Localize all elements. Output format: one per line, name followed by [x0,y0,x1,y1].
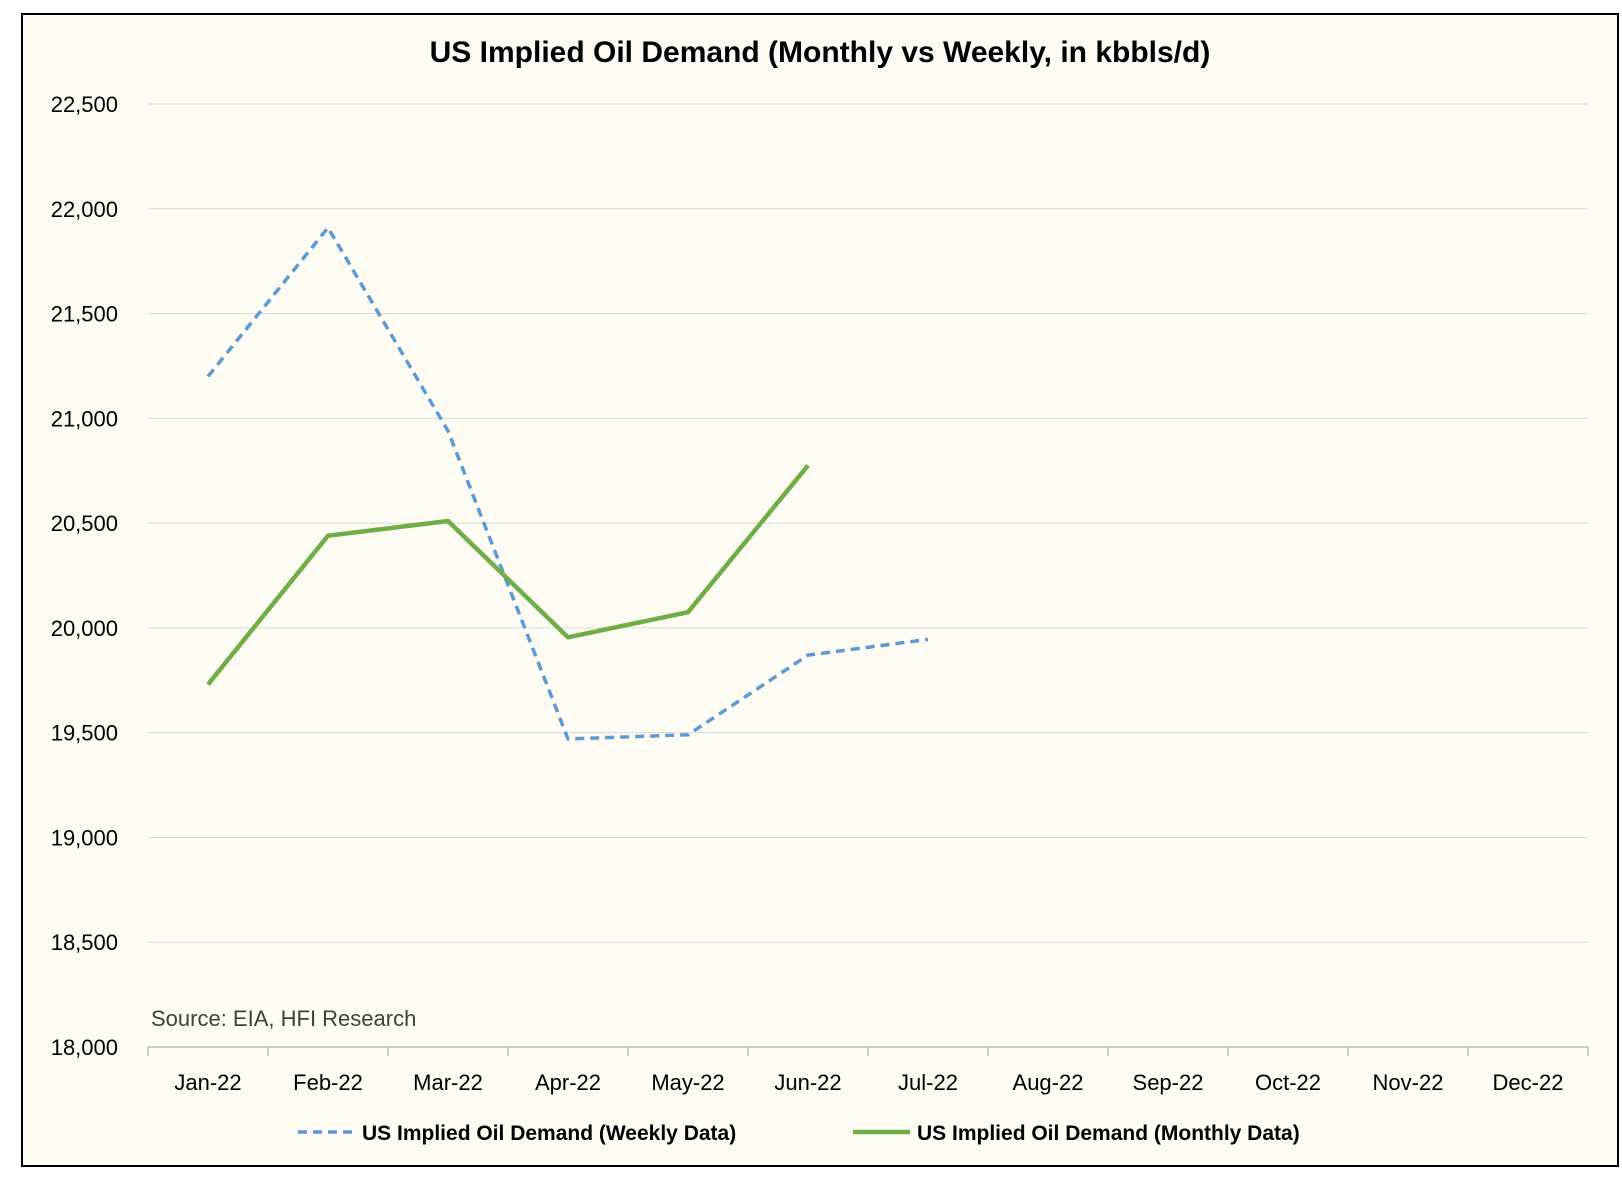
x-tick-label: Aug-22 [1013,1070,1084,1095]
x-tick-label: Feb-22 [293,1070,363,1095]
x-tick-label: Oct-22 [1255,1070,1321,1095]
chart-background [22,14,1618,1166]
y-tick-label: 20,000 [51,616,118,641]
y-tick-label: 19,500 [51,721,118,746]
x-tick-label: Nov-22 [1373,1070,1444,1095]
legend-monthly-label: US Implied Oil Demand (Monthly Data) [917,1122,1300,1145]
y-tick-label: 21,500 [51,302,118,327]
x-tick-label: Apr-22 [535,1070,601,1095]
y-tick-label: 18,000 [51,1035,118,1060]
y-tick-label: 18,500 [51,930,118,955]
legend-weekly-label: US Implied Oil Demand (Weekly Data) [362,1122,736,1145]
y-tick-label: 19,000 [51,825,118,850]
x-tick-label: Jul-22 [898,1070,958,1095]
y-tick-label: 20,500 [51,511,118,536]
x-tick-label: May-22 [651,1070,724,1095]
x-tick-label: Jan-22 [174,1070,241,1095]
x-tick-label: Jun-22 [774,1070,841,1095]
x-tick-label: Dec-22 [1493,1070,1564,1095]
y-tick-label: 21,000 [51,406,118,431]
source-note: Source: EIA, HFI Research [151,1006,416,1031]
x-tick-label: Mar-22 [413,1070,483,1095]
y-tick-label: 22,000 [51,197,118,222]
y-tick-label: 22,500 [51,92,118,117]
x-tick-label: Sep-22 [1133,1070,1204,1095]
chart-title: US Implied Oil Demand (Monthly vs Weekly… [430,36,1211,69]
